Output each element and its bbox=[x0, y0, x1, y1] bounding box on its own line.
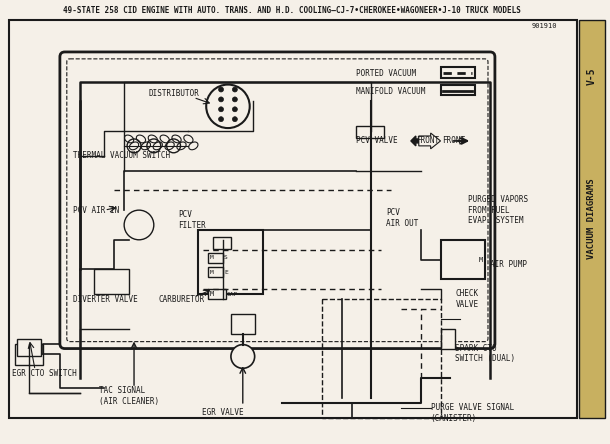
Bar bbox=[440, 240, 485, 279]
Text: DIVERTER VALVE: DIVERTER VALVE bbox=[73, 295, 137, 304]
Circle shape bbox=[218, 117, 223, 122]
Text: PCV VALVE: PCV VALVE bbox=[356, 136, 398, 146]
Text: M: M bbox=[479, 257, 483, 262]
Text: EGR CTO SWITCH: EGR CTO SWITCH bbox=[12, 369, 77, 378]
Bar bbox=[231, 314, 254, 334]
Text: DISTRIBUTOR: DISTRIBUTOR bbox=[149, 89, 199, 98]
Circle shape bbox=[232, 87, 237, 92]
Text: S: S bbox=[224, 255, 228, 260]
Bar bbox=[208, 253, 223, 262]
Bar bbox=[208, 289, 226, 299]
Circle shape bbox=[218, 87, 223, 92]
Polygon shape bbox=[411, 136, 426, 146]
Circle shape bbox=[218, 107, 223, 112]
Text: M: M bbox=[210, 270, 214, 275]
Text: CARBURETOR: CARBURETOR bbox=[159, 295, 205, 304]
Circle shape bbox=[231, 345, 254, 369]
Bar bbox=[17, 339, 41, 357]
Circle shape bbox=[206, 84, 249, 128]
Circle shape bbox=[232, 117, 237, 122]
Bar bbox=[440, 329, 455, 349]
Text: 901910: 901910 bbox=[532, 23, 557, 29]
Circle shape bbox=[232, 107, 237, 112]
Text: PURGED VAPORS
FROM FUEL
EVAP. SYSTEM: PURGED VAPORS FROM FUEL EVAP. SYSTEM bbox=[468, 195, 528, 225]
Text: THERMAL VACUUM SWITCH: THERMAL VACUUM SWITCH bbox=[73, 151, 170, 160]
Text: M: M bbox=[210, 291, 214, 297]
Text: E: E bbox=[224, 270, 228, 275]
Bar bbox=[579, 20, 605, 418]
Text: CHECK
VALVE: CHECK VALVE bbox=[455, 289, 478, 309]
Text: PCV
FILTER: PCV FILTER bbox=[179, 210, 206, 230]
Text: FRONT: FRONT bbox=[442, 136, 465, 146]
Circle shape bbox=[147, 139, 160, 153]
Bar bbox=[208, 267, 223, 278]
Text: TAC SIGNAL
(AIR CLEANER): TAC SIGNAL (AIR CLEANER) bbox=[99, 386, 160, 406]
Text: VACUUM DIAGRAMS: VACUUM DIAGRAMS bbox=[587, 179, 597, 259]
Text: PURGE VALVE SIGNAL
(CANISTER): PURGE VALVE SIGNAL (CANISTER) bbox=[431, 403, 514, 423]
Text: CAP: CAP bbox=[227, 292, 239, 297]
Text: PCV
AIR OUT: PCV AIR OUT bbox=[386, 208, 418, 228]
Bar bbox=[213, 237, 231, 249]
Circle shape bbox=[124, 210, 154, 240]
Bar bbox=[198, 230, 262, 294]
Circle shape bbox=[218, 97, 223, 102]
Circle shape bbox=[167, 139, 181, 153]
Text: AIR PUMP: AIR PUMP bbox=[490, 260, 527, 269]
Text: SPARK CTO
SWITCH (DUAL): SPARK CTO SWITCH (DUAL) bbox=[455, 344, 515, 363]
Circle shape bbox=[127, 139, 141, 153]
Bar bbox=[440, 84, 475, 95]
Bar bbox=[356, 126, 384, 138]
Bar bbox=[440, 67, 475, 78]
Text: V-5: V-5 bbox=[587, 68, 597, 86]
Text: FRONT: FRONT bbox=[416, 136, 439, 146]
Bar bbox=[95, 270, 129, 294]
Text: MANIFOLD VACUUM: MANIFOLD VACUUM bbox=[356, 87, 426, 96]
Text: M: M bbox=[210, 255, 214, 260]
Circle shape bbox=[232, 97, 237, 102]
Bar bbox=[322, 299, 440, 418]
Text: PCV AIR IN: PCV AIR IN bbox=[73, 206, 119, 214]
Text: 49-STATE 258 CID ENGINE WITH AUTO. TRANS. AND H.D. COOLING—CJ-7•CHEROKEE•WAGONEE: 49-STATE 258 CID ENGINE WITH AUTO. TRANS… bbox=[63, 6, 521, 15]
Text: PORTED VACUUM: PORTED VACUUM bbox=[356, 69, 417, 78]
Bar bbox=[15, 344, 43, 365]
Polygon shape bbox=[419, 133, 440, 149]
Text: EGR VALVE: EGR VALVE bbox=[202, 408, 244, 417]
